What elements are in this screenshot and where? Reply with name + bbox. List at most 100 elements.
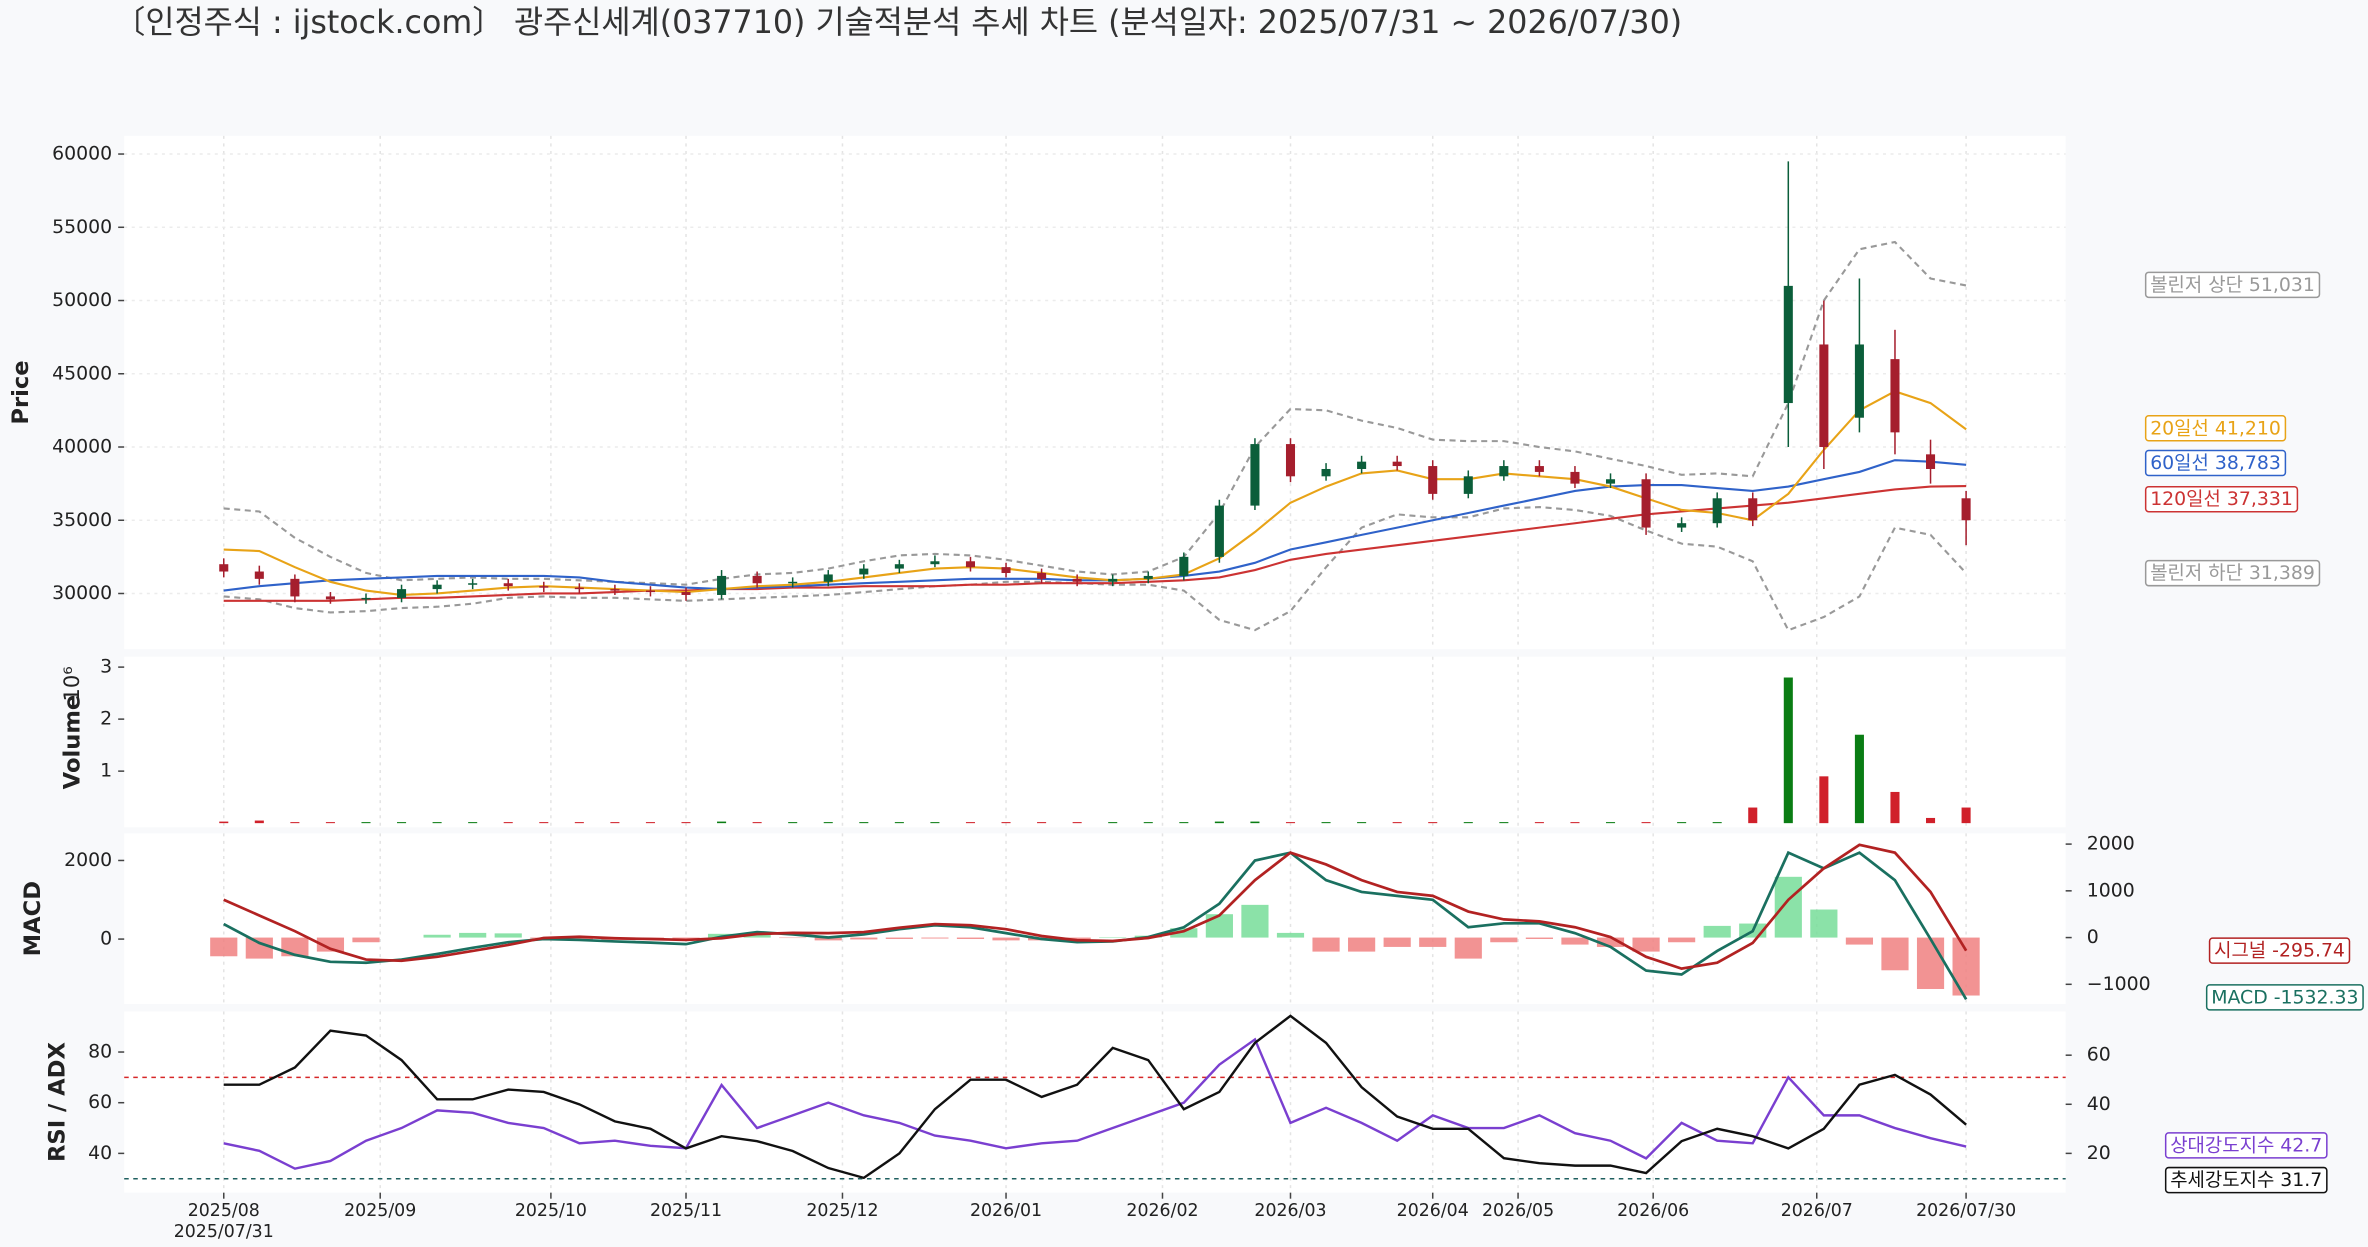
histogram-bar — [1561, 937, 1589, 945]
histogram-bar — [1205, 914, 1233, 938]
x-tick-label: 2026/04 — [1397, 1201, 1469, 1221]
y-tick-label: 2000 — [64, 849, 112, 871]
y-axis-label: MACD — [20, 881, 46, 956]
volume-bar — [1001, 822, 1011, 824]
volume-bar — [1250, 821, 1260, 824]
volume-bar — [752, 822, 762, 824]
y-axis-label: Volume — [59, 695, 85, 790]
histogram-bar — [1596, 937, 1625, 947]
histogram-bar — [743, 933, 771, 938]
histogram-bar — [245, 937, 273, 959]
annotation-box — [2144, 271, 2321, 299]
candle-body — [1890, 359, 1900, 433]
volume-bar — [1926, 817, 1936, 824]
x-tick-label: 2026/07 — [1781, 1201, 1853, 1221]
volume-bar — [1463, 822, 1473, 824]
y-tick-label: 2 — [100, 708, 112, 730]
y2-tick-label: 1000 — [2087, 879, 2135, 901]
histogram-bar — [1419, 937, 1447, 947]
annotation: 볼린저 상단 51,031 — [2144, 271, 2321, 299]
histogram-bar — [1952, 937, 1980, 996]
histogram-bar — [814, 937, 842, 941]
annotation-box — [2208, 937, 2351, 964]
volume-bar — [788, 822, 798, 824]
candle-body — [823, 574, 833, 582]
histogram-bar — [352, 937, 380, 943]
candle-body — [219, 564, 229, 572]
histogram-bar — [565, 937, 593, 940]
candle-body — [1783, 285, 1793, 404]
volume-bar — [361, 822, 371, 824]
annotation-text: MACD -1532.33 — [2211, 986, 2358, 1008]
y-tick-label: 3 — [100, 656, 112, 678]
volume-bar — [1357, 822, 1367, 824]
histogram-bar — [1845, 937, 1874, 945]
candle-body — [1854, 344, 1864, 418]
line — [223, 1037, 1967, 1170]
candle-body — [503, 583, 513, 587]
annotation-text: 볼린저 하단 31,389 — [2150, 562, 2315, 584]
annotation-box — [2144, 449, 2287, 477]
y-axis-label: Price — [8, 360, 34, 424]
line — [223, 390, 1967, 597]
candle-body — [1819, 344, 1829, 448]
annotation: 120일선 37,331 — [2144, 485, 2299, 513]
candle-body — [1214, 505, 1224, 557]
candle-body — [397, 589, 407, 598]
candle-body — [645, 590, 655, 593]
candle-body — [965, 561, 976, 568]
volume-bar — [539, 822, 549, 824]
histogram-bar — [494, 933, 522, 938]
candle-body — [717, 575, 727, 595]
candle-body — [610, 589, 620, 591]
volume-bar — [432, 822, 442, 824]
x-tick-label: 2025/07/31 — [174, 1222, 274, 1242]
volume-bar — [254, 820, 264, 824]
candle-body — [1961, 498, 1971, 521]
volume-bar — [859, 822, 869, 824]
x-tick-label: 2025/11 — [650, 1201, 722, 1221]
histogram-bar — [1774, 876, 1802, 938]
annotation-box — [2144, 559, 2321, 587]
line — [223, 843, 1968, 971]
annotation: 시그널 -295.74 — [2208, 937, 2351, 964]
volume-bar — [1392, 822, 1402, 824]
annotation: 추세강도지수 31.7 — [2164, 1166, 2328, 1194]
y-axis-label: RSI / ADX — [44, 1042, 70, 1162]
y-tick-label: 40 — [88, 1142, 112, 1164]
annotation-text: 120일선 37,331 — [2150, 488, 2293, 510]
histogram-bar — [1703, 925, 1731, 938]
volume-bar — [1214, 821, 1224, 824]
y-tick-label: 30000 — [52, 582, 112, 604]
annotation-box — [2164, 1166, 2328, 1194]
y2-tick-label: 20 — [2087, 1142, 2111, 1164]
x-tick-label: 2025/08 — [188, 1201, 260, 1221]
histogram-bar — [1490, 937, 1518, 943]
annotation-box — [2144, 414, 2287, 442]
candle-body — [1605, 479, 1616, 484]
candle-body — [1463, 476, 1473, 494]
volume-bar — [1783, 677, 1793, 824]
candle-body — [1499, 466, 1509, 477]
y2-tick-label: −1000 — [2087, 973, 2151, 995]
volume-bar — [645, 822, 655, 824]
candle-body — [325, 596, 335, 600]
histogram-bar — [1276, 932, 1305, 938]
x-tick-label: 2026/03 — [1254, 1201, 1326, 1221]
x-tick-label: 2025/10 — [515, 1201, 587, 1221]
plot-area — [124, 656, 2066, 828]
histogram-bar — [1383, 937, 1411, 947]
annotation-text: 시그널 -295.74 — [2214, 940, 2345, 962]
histogram-bar — [885, 937, 913, 939]
histogram-bar — [921, 937, 949, 939]
candle-body — [681, 592, 691, 595]
histogram-bar — [459, 932, 487, 938]
candle-body — [1392, 461, 1402, 467]
volume-bar — [1072, 822, 1082, 824]
y-tick-label: 35000 — [52, 509, 112, 531]
volume-bar — [1748, 807, 1758, 824]
annotation-text: 추세강도지수 31.7 — [2170, 1169, 2322, 1191]
candle-body — [894, 564, 904, 569]
x-tick-label: 2026/01 — [970, 1201, 1042, 1221]
